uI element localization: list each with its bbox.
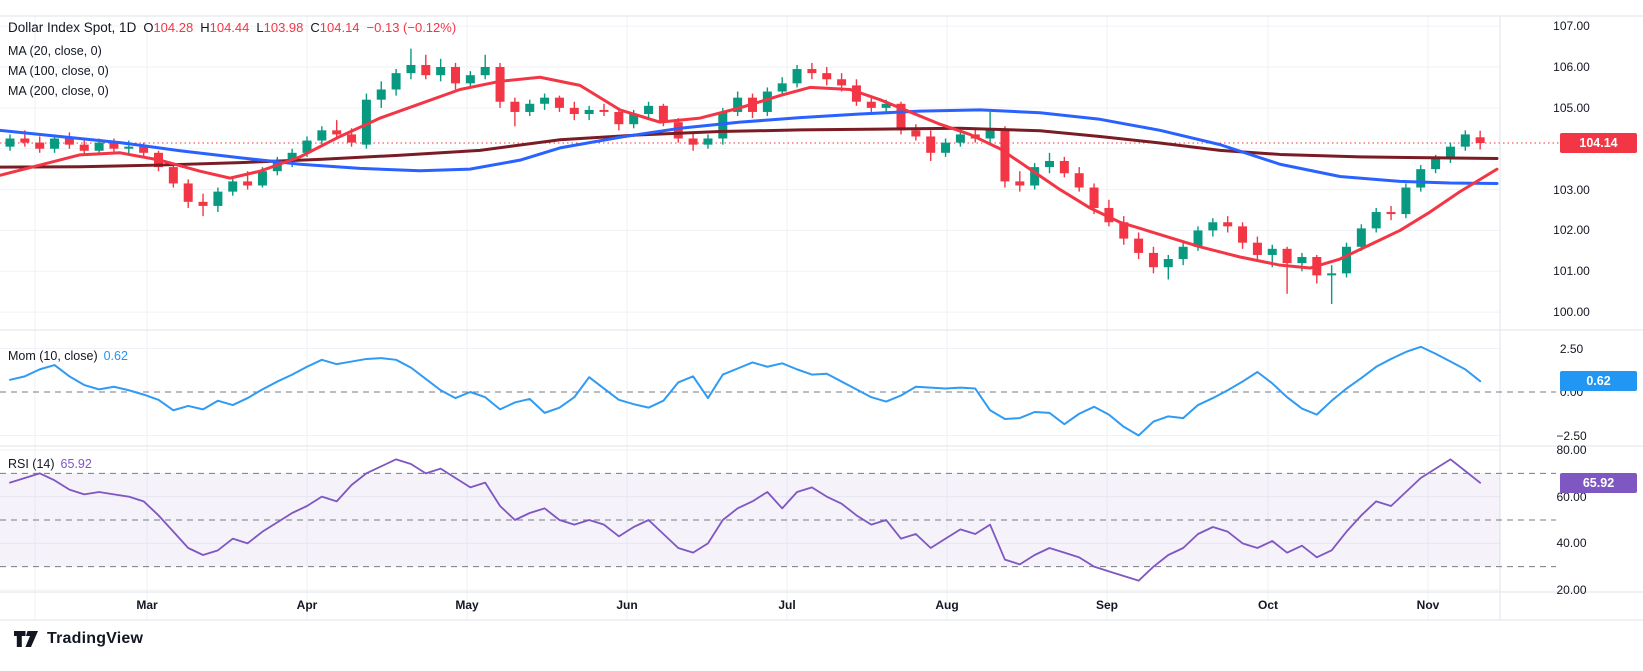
month-label: Mar [136, 598, 158, 612]
low-label-value: L103.98 [256, 20, 304, 35]
price-tick-label: 102.00 [1553, 223, 1590, 238]
price-tick-label: 106.00 [1553, 60, 1590, 74]
rsi-tick-label: 40.00 [1556, 536, 1587, 551]
rsi-value: 65.92 [60, 457, 92, 471]
time-axis[interactable]: Mar Apr May Jun Jul Aug Sep Oct Nov [0, 594, 1500, 620]
close-label-value: C104.14 [310, 20, 360, 35]
legend-rsi-row[interactable]: RSI (14) 65.92 [8, 457, 92, 471]
rsi-label: RSI (14) [8, 457, 55, 471]
legend-symbol-row[interactable]: Dollar Index Spot, 1D O104.28 H104.44 L1… [8, 20, 456, 35]
tradingview-logo[interactable]: TradingView [14, 630, 143, 648]
month-label: Nov [1416, 598, 1440, 612]
momentum-value-badge: 0.62 [1560, 371, 1637, 391]
month-label: May [455, 598, 479, 612]
month-label: Apr [296, 598, 318, 612]
high-label-value: H104.44 [200, 20, 250, 35]
legend-ma200-row[interactable]: MA (200, close, 0) [8, 84, 109, 98]
momentum-label: Mom (10, close) [8, 349, 98, 363]
tradingview-logo-icon [14, 631, 38, 647]
last-price-badge: 104.14 [1560, 133, 1637, 153]
month-label: Jun [616, 598, 638, 612]
price-axis[interactable]: 107.00 106.00 105.00 103.00 102.00 101.00 100.… [1500, 0, 1643, 620]
price-tick-label: 103.00 [1553, 182, 1590, 197]
rsi-tick-label: 20.00 [1556, 583, 1587, 597]
price-tick-label: 105.00 [1553, 100, 1590, 115]
open-label-value: O104.28 [143, 20, 194, 35]
tradingview-logo-text: TradingView [47, 630, 144, 647]
momentum-tick-label: 2.50 [1559, 341, 1584, 356]
momentum-value: 0.62 [103, 349, 128, 363]
price-tick-label: 101.00 [1553, 264, 1590, 279]
momentum-tick-label: −2.50 [1556, 428, 1587, 443]
rsi-tick-label: 60.00 [1556, 489, 1587, 504]
month-label: Oct [1257, 598, 1278, 612]
legend-ma100-row[interactable]: MA (100, close, 0) [8, 64, 109, 78]
rsi-value-badge: 65.92 [1560, 473, 1637, 493]
price-tick-label: 107.00 [1553, 19, 1590, 34]
legend-ma20-row[interactable]: MA (20, close, 0) [8, 44, 102, 58]
legend-momentum-row[interactable]: Mom (10, close) 0.62 [8, 349, 128, 363]
month-label: Sep [1095, 598, 1118, 612]
price-tick-label: 100.00 [1553, 305, 1590, 320]
symbol-title: Dollar Index Spot, 1D [8, 20, 137, 35]
change-value: −0.13 (−0.12%) [366, 20, 457, 35]
month-label: Aug [935, 598, 959, 612]
rsi-tick-label: 80.00 [1556, 443, 1587, 457]
month-label: Jul [778, 598, 796, 612]
